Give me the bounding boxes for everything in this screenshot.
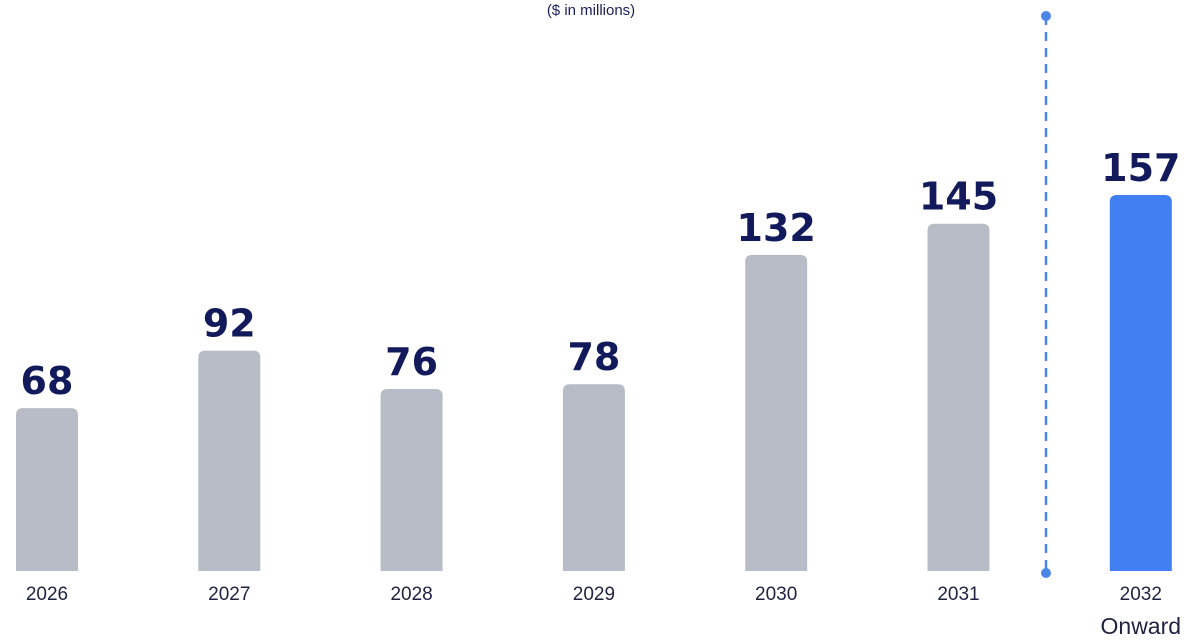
value-label-2028: 76 [385, 340, 438, 384]
tick-label-2026: 2026 [26, 584, 68, 605]
tick-labels-group: 2026 2027 2028 2029 2030 2031 2032 Onward [26, 584, 1181, 639]
value-label-2032: 157 [1101, 146, 1180, 190]
bars-group [16, 195, 1172, 571]
bar-2028 [380, 388, 443, 571]
tick-label-2028: 2028 [390, 584, 432, 605]
tick-label-2032: 2032 Onward [1101, 584, 1182, 639]
divider [1041, 11, 1051, 578]
value-label-2029: 78 [567, 335, 620, 379]
tick-label-2029: 2029 [573, 584, 615, 605]
chart-subtitle: ($ in millions) [547, 2, 635, 19]
bar-2031 [927, 223, 990, 571]
value-label-2031: 145 [919, 175, 998, 219]
value-label-2027: 92 [203, 302, 256, 346]
bar-2026 [16, 408, 78, 571]
tick-label-2030: 2030 [755, 584, 797, 605]
bar-2027 [198, 350, 261, 571]
bar-2032 [1109, 195, 1172, 571]
value-labels-group: 68 92 76 78 132 145 157 [21, 146, 1181, 403]
bar-2029 [562, 384, 625, 571]
bar-2030 [745, 254, 808, 571]
tick-label-2031: 2031 [937, 584, 979, 605]
divider-top-dot [1041, 11, 1051, 21]
divider-bottom-dot [1041, 568, 1051, 578]
tick-label-2027: 2027 [208, 584, 250, 605]
value-label-2026: 68 [21, 359, 74, 403]
value-label-2030: 132 [737, 206, 816, 250]
